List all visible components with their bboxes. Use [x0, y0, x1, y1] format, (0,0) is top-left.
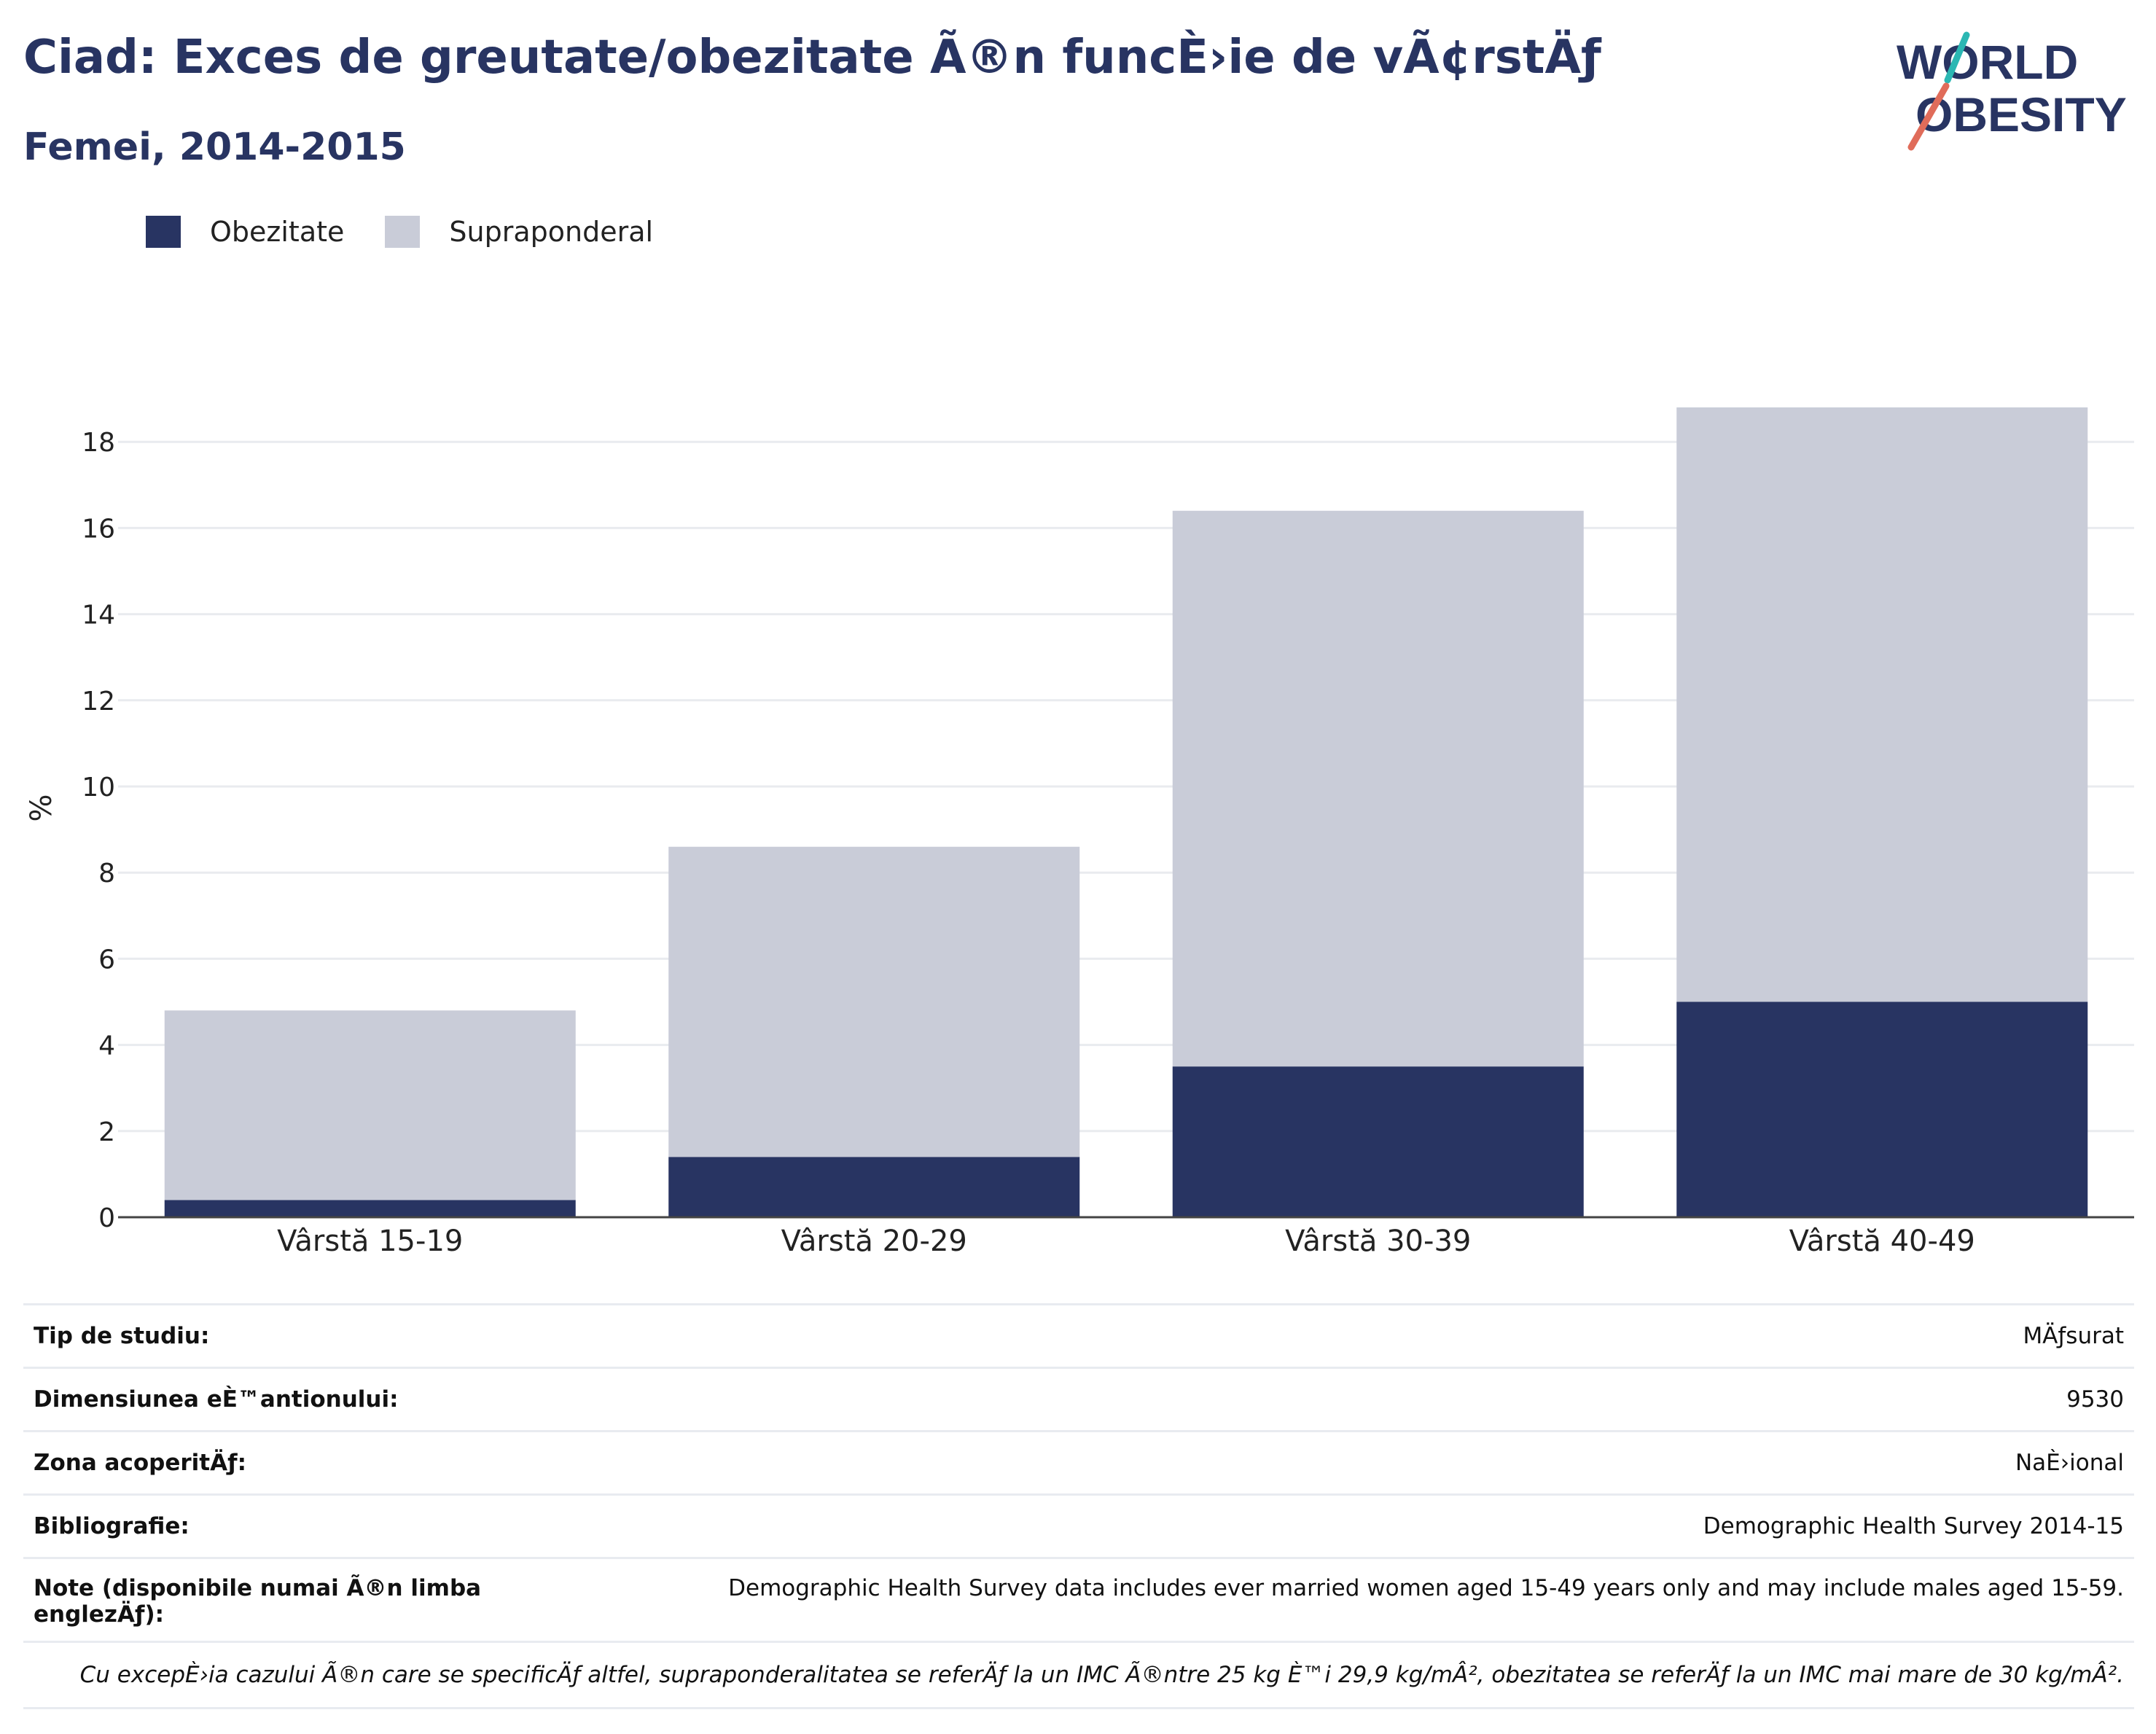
- stacked-bar-chart: 0 2 4 6 8 10 12 14 16 18% Vârstă 15-19 Vârstă 20-29…: [25, 407, 2134, 1254]
- y-tick-label: 2: [98, 1117, 115, 1147]
- y-tick-label: 4: [98, 1031, 115, 1061]
- y-tick-label: 6: [98, 945, 115, 975]
- legend-swatch-overweight: [385, 216, 421, 248]
- chart-title: Ciad: Exces de greutate/obezitate Ã®n fu…: [23, 31, 1601, 85]
- x-tick-label: Vârstă 20-29: [781, 1225, 967, 1254]
- y-tick-label: 16: [82, 514, 115, 544]
- info-value: 9530: [2066, 1386, 2124, 1413]
- bar-obesity: [1172, 1066, 1584, 1217]
- bar-overweight: [1172, 510, 1584, 1067]
- info-value: Demographic Health Survey data includes …: [728, 1575, 2124, 1601]
- y-tick-label: 12: [82, 687, 115, 716]
- footnote: Cu excepÈ›ia cazului Ã®n care se specifi…: [23, 1641, 2134, 1709]
- legend-item-overweight[interactable]: Supraponderal: [385, 216, 653, 248]
- logo-line1: WORLD: [1897, 35, 2078, 89]
- world-obesity-logo: WORLD OBESITY: [1897, 31, 2127, 151]
- info-row-coverage: Zona acoperitÄƒ: NaÈ›ional: [23, 1430, 2134, 1493]
- y-axis-label: %: [25, 794, 58, 822]
- bar-obesity: [1676, 1001, 2088, 1217]
- legend-label-overweight: Supraponderal: [449, 216, 654, 248]
- bar-overweight: [164, 1010, 576, 1200]
- info-value[interactable]: Demographic Health Survey 2014-15: [1703, 1513, 2124, 1539]
- bar-overweight: [1676, 407, 2088, 1002]
- bar-obesity: [668, 1157, 1080, 1217]
- info-row-bibliography: Bibliografie: Demographic Health Survey …: [23, 1493, 2134, 1557]
- info-value: NaÈ›ional: [2015, 1450, 2124, 1476]
- info-key: Bibliografie:: [34, 1513, 190, 1539]
- y-tick-label: 8: [98, 859, 115, 889]
- legend-swatch-obesity: [146, 216, 181, 248]
- y-tick-label: 10: [82, 773, 115, 802]
- chart-subtitle: Femei, 2014-2015: [23, 125, 406, 169]
- bar-obesity: [164, 1200, 576, 1217]
- info-row-study-type: Tip de studiu: MÄƒsurat: [23, 1303, 2134, 1367]
- info-row-sample-size: Dimensiunea eÈ™antionului: 9530: [23, 1367, 2134, 1430]
- bar-overweight: [668, 846, 1080, 1157]
- info-key: Zona acoperitÄƒ:: [34, 1450, 246, 1476]
- legend-label-obesity: Obezitate: [210, 216, 345, 248]
- info-row-notes: Note (disponibile numai Ã®n limba englez…: [23, 1557, 2134, 1641]
- info-value: MÄƒsurat: [2023, 1323, 2124, 1349]
- y-tick-label: 14: [82, 601, 115, 630]
- legend-item-obesity[interactable]: Obezitate: [146, 216, 344, 248]
- x-tick-label: Vârstă 15-19: [277, 1225, 463, 1254]
- info-table: Tip de studiu: MÄƒsurat Dimensiunea eÈ™a…: [23, 1303, 2134, 1709]
- info-key: Note (disponibile numai Ã®n limba englez…: [34, 1575, 482, 1628]
- logo-line2: OBESITY: [1915, 87, 2127, 141]
- legend: Obezitate Supraponderal: [146, 216, 694, 248]
- info-key: Tip de studiu:: [34, 1323, 210, 1349]
- x-tick-label: Vârstă 40-49: [1789, 1225, 1975, 1254]
- info-key: Dimensiunea eÈ™antionului:: [34, 1386, 399, 1413]
- y-tick-label: 18: [82, 428, 115, 458]
- y-tick-label: 0: [98, 1203, 115, 1233]
- x-tick-label: Vârstă 30-39: [1285, 1225, 1471, 1254]
